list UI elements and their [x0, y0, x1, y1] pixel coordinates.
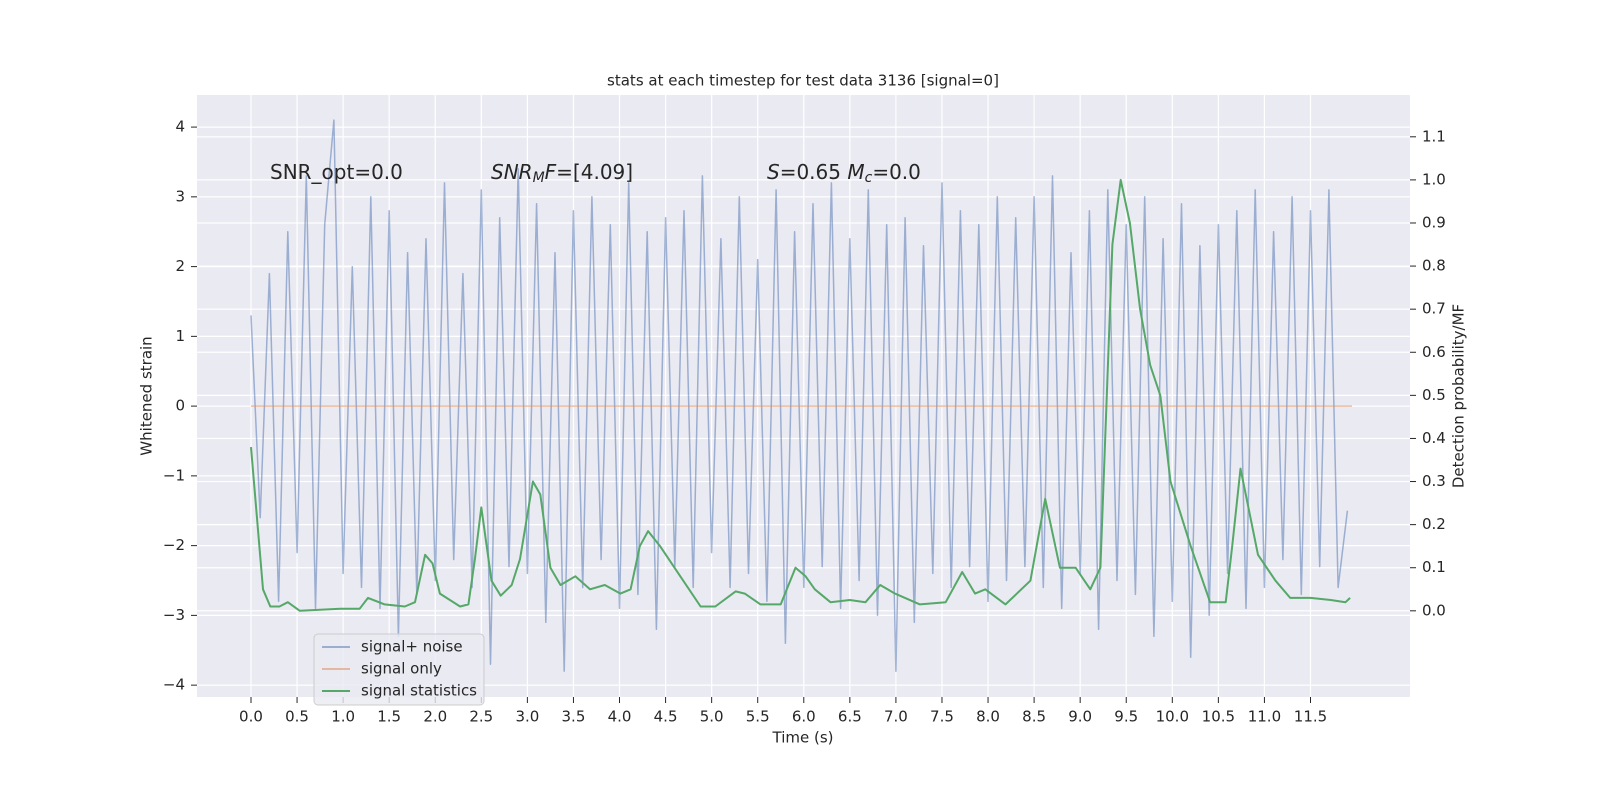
legend-label: signal statistics	[361, 682, 477, 700]
x-tick-label: 0.5	[285, 708, 309, 726]
y2-tick-label: 0.7	[1422, 300, 1446, 318]
x-tick-label: 5.0	[700, 708, 724, 726]
chart-title: stats at each timestep for test data 313…	[607, 72, 999, 90]
x-tick-label: 9.5	[1114, 708, 1138, 726]
y2-tick-label: 1.1	[1422, 127, 1446, 145]
y-tick-label: −1	[163, 466, 185, 484]
series-line	[250, 119, 1349, 672]
y-tick-label: −2	[163, 536, 185, 554]
legend-label: signal only	[361, 660, 442, 678]
y2-tick-label: 0.0	[1422, 601, 1446, 619]
y2-tick-label: 0.6	[1422, 343, 1446, 361]
annotation: S=0.65 Mc=0.0	[767, 160, 921, 187]
annotation-part: =0.65	[780, 160, 848, 184]
x-tick-label: 2.0	[423, 708, 447, 726]
y2-tick-label: 0.1	[1422, 558, 1446, 576]
y2-tick-label: 0.3	[1422, 472, 1446, 490]
legend-box	[313, 633, 485, 706]
x-tick-label: 7.0	[884, 708, 908, 726]
x-tick-label: 6.5	[838, 708, 862, 726]
annotation-part: =0.0	[872, 160, 921, 184]
y-tick-label: −4	[163, 676, 185, 694]
x-tick-label: 6.0	[792, 708, 816, 726]
y-tick-label: 2	[175, 257, 185, 275]
y2-tick-label: 0.5	[1422, 386, 1446, 404]
x-tick-label: 11.0	[1248, 708, 1281, 726]
y-tick-label: 4	[175, 118, 185, 136]
y2-tick-label: 0.2	[1422, 515, 1446, 533]
y2-tick-label: 1.0	[1422, 170, 1446, 188]
y-axis-label: Whitened strain	[138, 336, 156, 455]
x-tick-label: 10.0	[1156, 708, 1189, 726]
annotation-part: c	[865, 170, 873, 186]
x-tick-label: 3.5	[562, 708, 586, 726]
x-tick-label: 0.0	[239, 708, 263, 726]
annotation-part: =[4.09]	[556, 160, 633, 184]
x-tick-label: 4.5	[654, 708, 678, 726]
annotation-part: M	[847, 160, 864, 184]
x-tick-label: 9.0	[1068, 708, 1092, 726]
y-tick-label: 1	[175, 327, 185, 345]
y-tick-label: 0	[175, 397, 185, 415]
x-tick-label: 3.0	[515, 708, 539, 726]
x-tick-label: 8.5	[1022, 708, 1046, 726]
x-tick-label: 1.0	[331, 708, 355, 726]
annotation-part: SNR_opt=0.0	[270, 160, 403, 184]
y2-tick-label: 0.8	[1422, 257, 1446, 275]
y2-axis-label: Detection probability/MF	[1450, 304, 1468, 488]
x-tick-label: 10.5	[1202, 708, 1235, 726]
legend-label: signal+ noise	[361, 638, 463, 656]
x-tick-label: 1.5	[377, 708, 401, 726]
annotation-part: S	[767, 160, 780, 184]
x-tick-label: 7.5	[930, 708, 954, 726]
overlay: SNR_opt=0.0 SNRMF=[4.09] S=0.65 Mc=0.0sign…	[270, 160, 921, 706]
x-tick-label: 5.5	[746, 708, 770, 726]
annotation-part: SNR	[491, 160, 533, 184]
x-tick-label: 8.0	[976, 708, 1000, 726]
y-tick-label: −3	[163, 606, 185, 624]
x-tick-label: 4.0	[608, 708, 632, 726]
y-tick-label: 3	[175, 187, 185, 205]
marks	[250, 119, 1352, 672]
x-axis-label: Time (s)	[772, 729, 834, 747]
series-line	[250, 178, 1351, 612]
x-tick-label: 11.5	[1294, 708, 1327, 726]
annotation-part: M	[533, 170, 545, 186]
annotation: SNR_opt=0.0	[270, 160, 403, 184]
annotation: SNRMF=[4.09]	[491, 160, 633, 187]
y2-tick-label: 0.9	[1422, 213, 1446, 231]
annotation-part: F	[545, 160, 557, 184]
x-tick-label: 2.5	[469, 708, 493, 726]
y2-tick-label: 0.4	[1422, 429, 1446, 447]
